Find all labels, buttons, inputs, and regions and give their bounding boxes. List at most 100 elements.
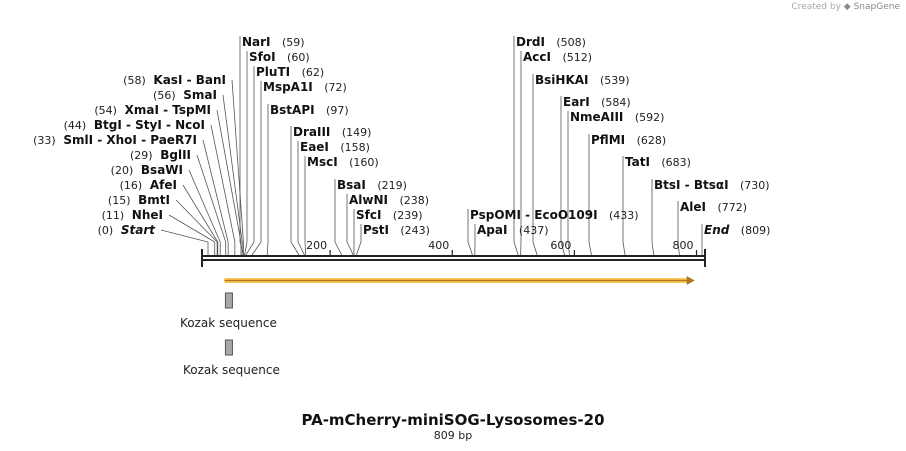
site-label-bsai[interactable]: BsaI (219) (337, 178, 407, 192)
site-label-pspomi-ecoo109i[interactable]: PspOMI - EcoO109I (433) (470, 208, 639, 222)
site-leader-foot-bstapi (266, 241, 269, 256)
site-label-bglii[interactable]: (29) BglII (130, 148, 191, 162)
site-gap (623, 110, 634, 124)
site-label-alei[interactable]: AleI (772) (680, 200, 747, 214)
ruler-tick-label: 600 (550, 239, 571, 252)
site-position: (508) (556, 36, 586, 49)
site-label-smai[interactable]: (56) SmaI (153, 88, 217, 102)
site-position: (72) (324, 81, 347, 94)
site-label-bstapi[interactable]: BstAPI (97) (270, 103, 349, 117)
feature-label: Kozak sequence (183, 363, 280, 377)
site-name-kasi-bani: KasI - BanI (153, 73, 226, 87)
site-label-bsihkai[interactable]: BsiHKAI (539) (535, 73, 630, 87)
site-label-bmti[interactable]: (15) BmtI (108, 193, 170, 207)
orf-arrow[interactable] (224, 276, 695, 285)
site-gap (271, 35, 282, 49)
snapgene-logo-icon: ◆ (843, 2, 851, 12)
site-name-btsi-btsai: BtsI - BtsαI (654, 178, 729, 192)
site-label-smli-xhoi-paer7i[interactable]: (33) SmlI - XhoI - PaeR7I (33, 133, 197, 147)
feature-box-kozak[interactable] (224, 292, 233, 309)
site-label-tati[interactable]: TatI (683) (625, 155, 691, 169)
site-gap (706, 200, 717, 214)
site-position: (628) (637, 134, 667, 147)
site-leader-foot-alwni (346, 241, 354, 256)
site-gap (276, 50, 287, 64)
orf-arrowhead (686, 276, 695, 285)
site-position: (730) (740, 179, 770, 192)
site-label-psti[interactable]: PstI (243) (363, 223, 430, 237)
site-label-apai[interactable]: ApaI (437) (477, 223, 549, 237)
site-position: (584) (601, 96, 631, 109)
site-gap (507, 223, 518, 237)
site-label-end[interactable]: End (809) (704, 223, 770, 237)
site-label-btgi-styi-ncoi[interactable]: (44) BtgI - StyI - NcoI (64, 118, 205, 132)
site-name-bglii: BglII (160, 148, 191, 162)
site-position: (239) (393, 209, 423, 222)
site-name-msci: MscI (307, 155, 338, 169)
site-position: (44) (64, 119, 87, 132)
site-label-eari[interactable]: EarI (584) (563, 95, 631, 109)
site-label-xmai-tspmi[interactable]: (54) XmaI - TspMI (94, 103, 211, 117)
site-name-nari: NarI (242, 35, 271, 49)
site-label-pluti[interactable]: PluTI (62) (256, 65, 324, 79)
site-name-tati: TatI (625, 155, 650, 169)
site-leader-foot-bsai (334, 241, 343, 256)
site-label-nari[interactable]: NarI (59) (242, 35, 305, 49)
site-label-msci[interactable]: MscI (160) (307, 155, 379, 169)
site-label-drdi[interactable]: DrdI (508) (516, 35, 586, 49)
site-leader-foot-btsi-btsai (651, 241, 655, 256)
site-label-nmeaiii[interactable]: NmeAIII (592) (570, 110, 664, 124)
site-position: (11) (102, 209, 125, 222)
backbone-bottom-strand (201, 259, 706, 261)
ruler-tick-label: 200 (306, 239, 327, 252)
site-gap (389, 223, 400, 237)
site-name-bsawi: BsaWI (141, 163, 183, 177)
backbone-top-strand (201, 255, 706, 257)
site-leader-foot-nari (239, 241, 245, 256)
site-name-sfoi: SfoI (249, 50, 276, 64)
site-labels: (0) Start(11) NheI(15) BmtI(16) AfeI(20)… (33, 35, 770, 237)
site-leader-foot-tati (622, 241, 626, 256)
site-label-nhei[interactable]: (11) NheI (102, 208, 163, 222)
site-name-pflmi: PflMI (591, 133, 625, 147)
site-name-nhei: NheI (132, 208, 163, 222)
site-gap (330, 125, 341, 139)
site-position: (772) (717, 201, 747, 214)
site-label-bsawi[interactable]: (20) BsaWI (111, 163, 183, 177)
site-position: (97) (326, 104, 349, 117)
site-position: (683) (661, 156, 691, 169)
ruler-ticks: 200 400 600 800 (306, 239, 698, 255)
site-name-alwni: AlwNI (349, 193, 388, 207)
site-position: (809) (741, 224, 771, 237)
site-leader-foot-nmeaiii (567, 241, 570, 256)
site-gap (290, 65, 301, 79)
site-gap (176, 88, 184, 102)
site-label-pflmi[interactable]: PflMI (628) (591, 133, 666, 147)
site-label-acci[interactable]: AccI (512) (523, 50, 592, 64)
site-label-sfci[interactable]: SfcI (239) (356, 208, 423, 222)
site-label-alwni[interactable]: AlwNI (238) (349, 193, 429, 207)
site-name-sfci: SfcI (356, 208, 381, 222)
site-leader-foot-bsihkai (532, 241, 538, 256)
site-gap (729, 223, 740, 237)
site-label-start[interactable]: (0) Start (98, 223, 157, 237)
site-label-draiii[interactable]: DraIII (149) (293, 125, 371, 139)
site-position: (149) (342, 126, 372, 139)
site-label-afei[interactable]: (16) AfeI (120, 178, 177, 192)
site-gap (388, 193, 399, 207)
site-name-bsai: BsaI (337, 178, 366, 192)
site-name-xmai-tspmi: XmaI - TspMI (125, 103, 211, 117)
site-name-psti: PstI (363, 223, 389, 237)
site-label-mspa1i[interactable]: MspA1I (72) (263, 80, 347, 94)
site-label-btsi-btsai[interactable]: BtsI - BtsαI (730) (654, 178, 770, 192)
feature-box-kozak[interactable] (224, 339, 233, 356)
site-label-sfoi[interactable]: SfoI (60) (249, 50, 310, 64)
site-name-eari: EarI (563, 95, 590, 109)
site-name-bsihkai: BsiHKAI (535, 73, 589, 87)
site-name-bmti: BmtI (138, 193, 170, 207)
site-name-afei: AfeI (150, 178, 177, 192)
site-label-eaei[interactable]: EaeI (158) (300, 140, 370, 154)
site-gap (545, 35, 556, 49)
site-label-kasi-bani[interactable]: (58) KasI - BanI (123, 73, 226, 87)
snapgene-watermark: Created by ◆ SnapGene (791, 2, 900, 12)
